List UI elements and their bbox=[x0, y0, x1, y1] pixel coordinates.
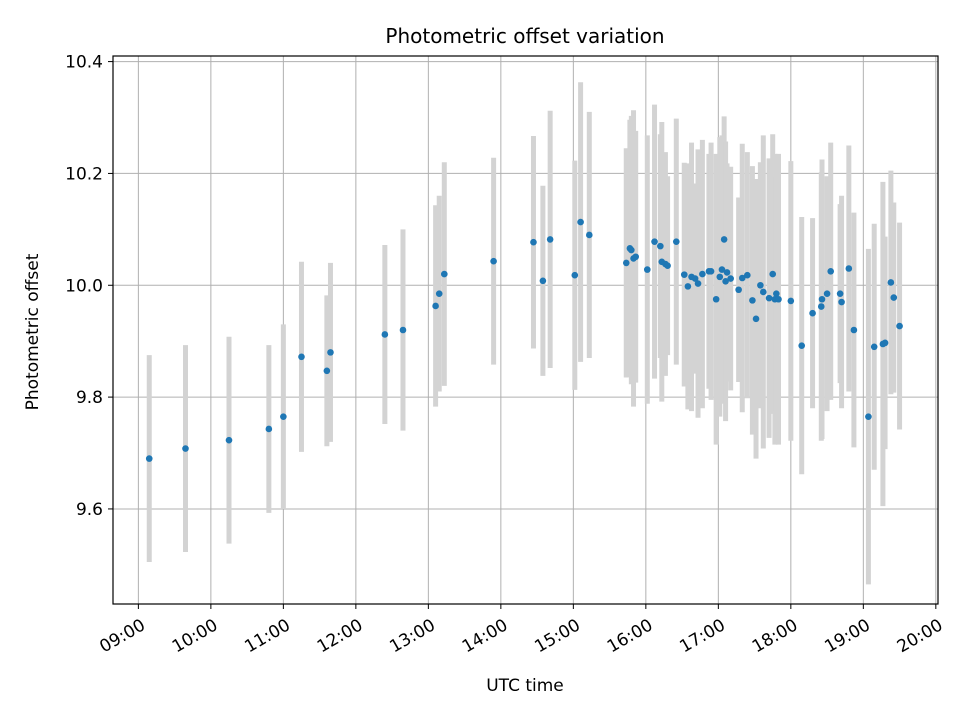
data-point bbox=[684, 283, 692, 290]
data-point bbox=[707, 267, 715, 275]
data-point bbox=[818, 295, 826, 303]
data-point bbox=[759, 288, 767, 296]
data-point bbox=[622, 259, 630, 267]
data-point bbox=[651, 238, 658, 245]
data-point bbox=[838, 298, 845, 306]
data-point bbox=[836, 290, 844, 297]
data-point bbox=[716, 273, 724, 281]
data-point bbox=[699, 270, 706, 278]
y-tick-label: 10.2 bbox=[65, 164, 103, 184]
y-axis-label: Photometric offset bbox=[23, 253, 43, 410]
data-point bbox=[712, 295, 720, 303]
data-point bbox=[672, 238, 680, 245]
data-point bbox=[890, 294, 898, 301]
data-point bbox=[881, 339, 889, 347]
data-point bbox=[896, 322, 903, 330]
y-tick-label: 9.8 bbox=[76, 388, 103, 408]
data-point bbox=[850, 326, 858, 334]
y-axis-ticks: 9.6 9.8 10.0 10.2 10.4 bbox=[65, 53, 113, 520]
data-point bbox=[691, 275, 699, 282]
data-point bbox=[298, 353, 305, 361]
data-point bbox=[490, 257, 497, 265]
data-point bbox=[722, 278, 729, 285]
data-point bbox=[280, 413, 287, 420]
data-point bbox=[845, 265, 853, 272]
data-point bbox=[723, 269, 731, 276]
data-point bbox=[738, 274, 746, 282]
data-point bbox=[735, 286, 742, 294]
data-point bbox=[809, 309, 816, 317]
data-point bbox=[145, 455, 153, 462]
x-axis-label: UTC time bbox=[486, 676, 564, 696]
data-point bbox=[757, 281, 764, 289]
data-point bbox=[870, 343, 878, 351]
data-point bbox=[798, 342, 806, 349]
data-point bbox=[694, 280, 702, 287]
data-point bbox=[546, 236, 554, 243]
data-point bbox=[628, 246, 635, 254]
data-point bbox=[435, 290, 443, 297]
data-point bbox=[744, 271, 751, 279]
data-point bbox=[887, 279, 895, 286]
y-tick-label: 10.4 bbox=[65, 53, 103, 73]
data-point bbox=[441, 270, 448, 278]
data-point bbox=[585, 231, 593, 239]
data-point bbox=[775, 295, 782, 303]
data-point bbox=[327, 349, 334, 356]
data-point bbox=[225, 436, 233, 444]
data-points bbox=[145, 218, 903, 462]
data-point bbox=[749, 297, 756, 304]
data-point bbox=[752, 315, 760, 323]
data-point bbox=[727, 275, 734, 282]
data-point bbox=[787, 297, 795, 305]
data-point bbox=[539, 277, 547, 285]
data-point bbox=[399, 326, 407, 334]
data-point bbox=[823, 290, 831, 297]
data-point bbox=[381, 331, 389, 338]
data-point bbox=[577, 218, 584, 226]
data-point bbox=[432, 302, 439, 310]
chart-title: Photometric offset variation bbox=[385, 24, 664, 48]
data-point bbox=[657, 242, 664, 250]
y-tick-label: 10.0 bbox=[65, 276, 103, 296]
plot-area-frame bbox=[112, 55, 939, 605]
data-point bbox=[265, 425, 273, 433]
data-point bbox=[323, 367, 331, 375]
data-point bbox=[182, 445, 189, 452]
data-point bbox=[769, 270, 777, 278]
data-point bbox=[664, 262, 671, 269]
data-point bbox=[865, 413, 872, 420]
data-point bbox=[720, 236, 728, 243]
data-point bbox=[765, 294, 773, 302]
data-point bbox=[718, 266, 726, 273]
data-point bbox=[680, 271, 688, 278]
data-point bbox=[632, 253, 639, 261]
data-point bbox=[817, 303, 825, 310]
data-point bbox=[773, 290, 780, 297]
y-tick-label: 9.6 bbox=[76, 500, 103, 520]
data-point bbox=[571, 271, 579, 279]
data-point bbox=[530, 238, 537, 246]
data-point bbox=[827, 267, 835, 275]
data-point bbox=[643, 266, 651, 273]
